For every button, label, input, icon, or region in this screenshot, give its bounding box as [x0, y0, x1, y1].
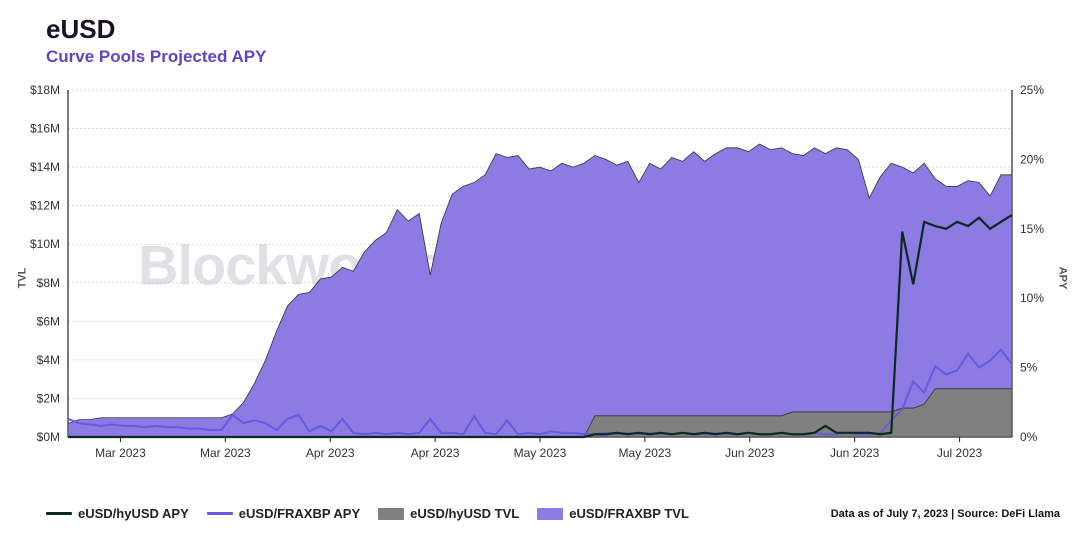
svg-text:10%: 10%	[1020, 291, 1044, 305]
legend-item: eUSD/hyUSD APY	[46, 506, 189, 521]
svg-text:0%: 0%	[1020, 430, 1038, 444]
y-right-axis-label: APY	[1057, 266, 1069, 289]
svg-text:Jul 2023: Jul 2023	[937, 446, 983, 460]
svg-text:15%: 15%	[1020, 222, 1044, 236]
svg-text:$8M: $8M	[37, 276, 60, 290]
attribution: Data as of July 7, 2023 | Source: DeFi L…	[831, 508, 1060, 520]
svg-text:$4M: $4M	[37, 353, 60, 367]
svg-text:$14M: $14M	[30, 160, 60, 174]
svg-text:$18M: $18M	[30, 84, 60, 97]
svg-text:20%: 20%	[1020, 152, 1044, 166]
legend-label: eUSD/hyUSD TVL	[410, 506, 519, 521]
legend-label: eUSD/FRAXBP APY	[239, 506, 360, 521]
chart-svg: BlockworksResearch$0M$2M$4M$6M$8M$10M$12…	[16, 84, 1060, 471]
legend-label: eUSD/FRAXBP TVL	[569, 506, 689, 521]
legend-line-swatch	[46, 512, 72, 515]
svg-text:Jun 2023: Jun 2023	[725, 446, 775, 460]
svg-text:$2M: $2M	[37, 391, 60, 405]
legend-line-swatch	[207, 512, 233, 515]
svg-text:May 2023: May 2023	[619, 446, 672, 460]
svg-text:$10M: $10M	[30, 237, 60, 251]
svg-text:May 2023: May 2023	[514, 446, 567, 460]
svg-text:$12M: $12M	[30, 199, 60, 213]
svg-text:5%: 5%	[1020, 361, 1038, 375]
svg-text:$0M: $0M	[37, 430, 60, 444]
svg-text:$16M: $16M	[30, 122, 60, 136]
legend-item: eUSD/FRAXBP TVL	[537, 506, 689, 521]
svg-text:$6M: $6M	[37, 314, 60, 328]
chart-subtitle: Curve Pools Projected APY	[46, 47, 1088, 67]
legend-label: eUSD/hyUSD APY	[78, 506, 189, 521]
legend: eUSD/hyUSD APY eUSD/FRAXBP APY eUSD/hyUSD …	[46, 506, 1060, 521]
svg-text:Apr 2023: Apr 2023	[411, 446, 460, 460]
legend-item: eUSD/hyUSD TVL	[378, 506, 519, 521]
svg-text:25%: 25%	[1020, 84, 1044, 97]
legend-block-swatch	[537, 508, 563, 520]
chart-area: TVL APY BlockworksResearch$0M$2M$4M$6M$8…	[16, 84, 1060, 471]
y-left-axis-label: TVL	[16, 267, 28, 288]
svg-text:Mar 2023: Mar 2023	[95, 446, 146, 460]
svg-text:Apr 2023: Apr 2023	[306, 446, 355, 460]
legend-item: eUSD/FRAXBP APY	[207, 506, 360, 521]
chart-title: eUSD	[46, 14, 1088, 45]
svg-text:Jun 2023: Jun 2023	[830, 446, 880, 460]
svg-text:Mar 2023: Mar 2023	[200, 446, 251, 460]
legend-block-swatch	[378, 508, 404, 520]
